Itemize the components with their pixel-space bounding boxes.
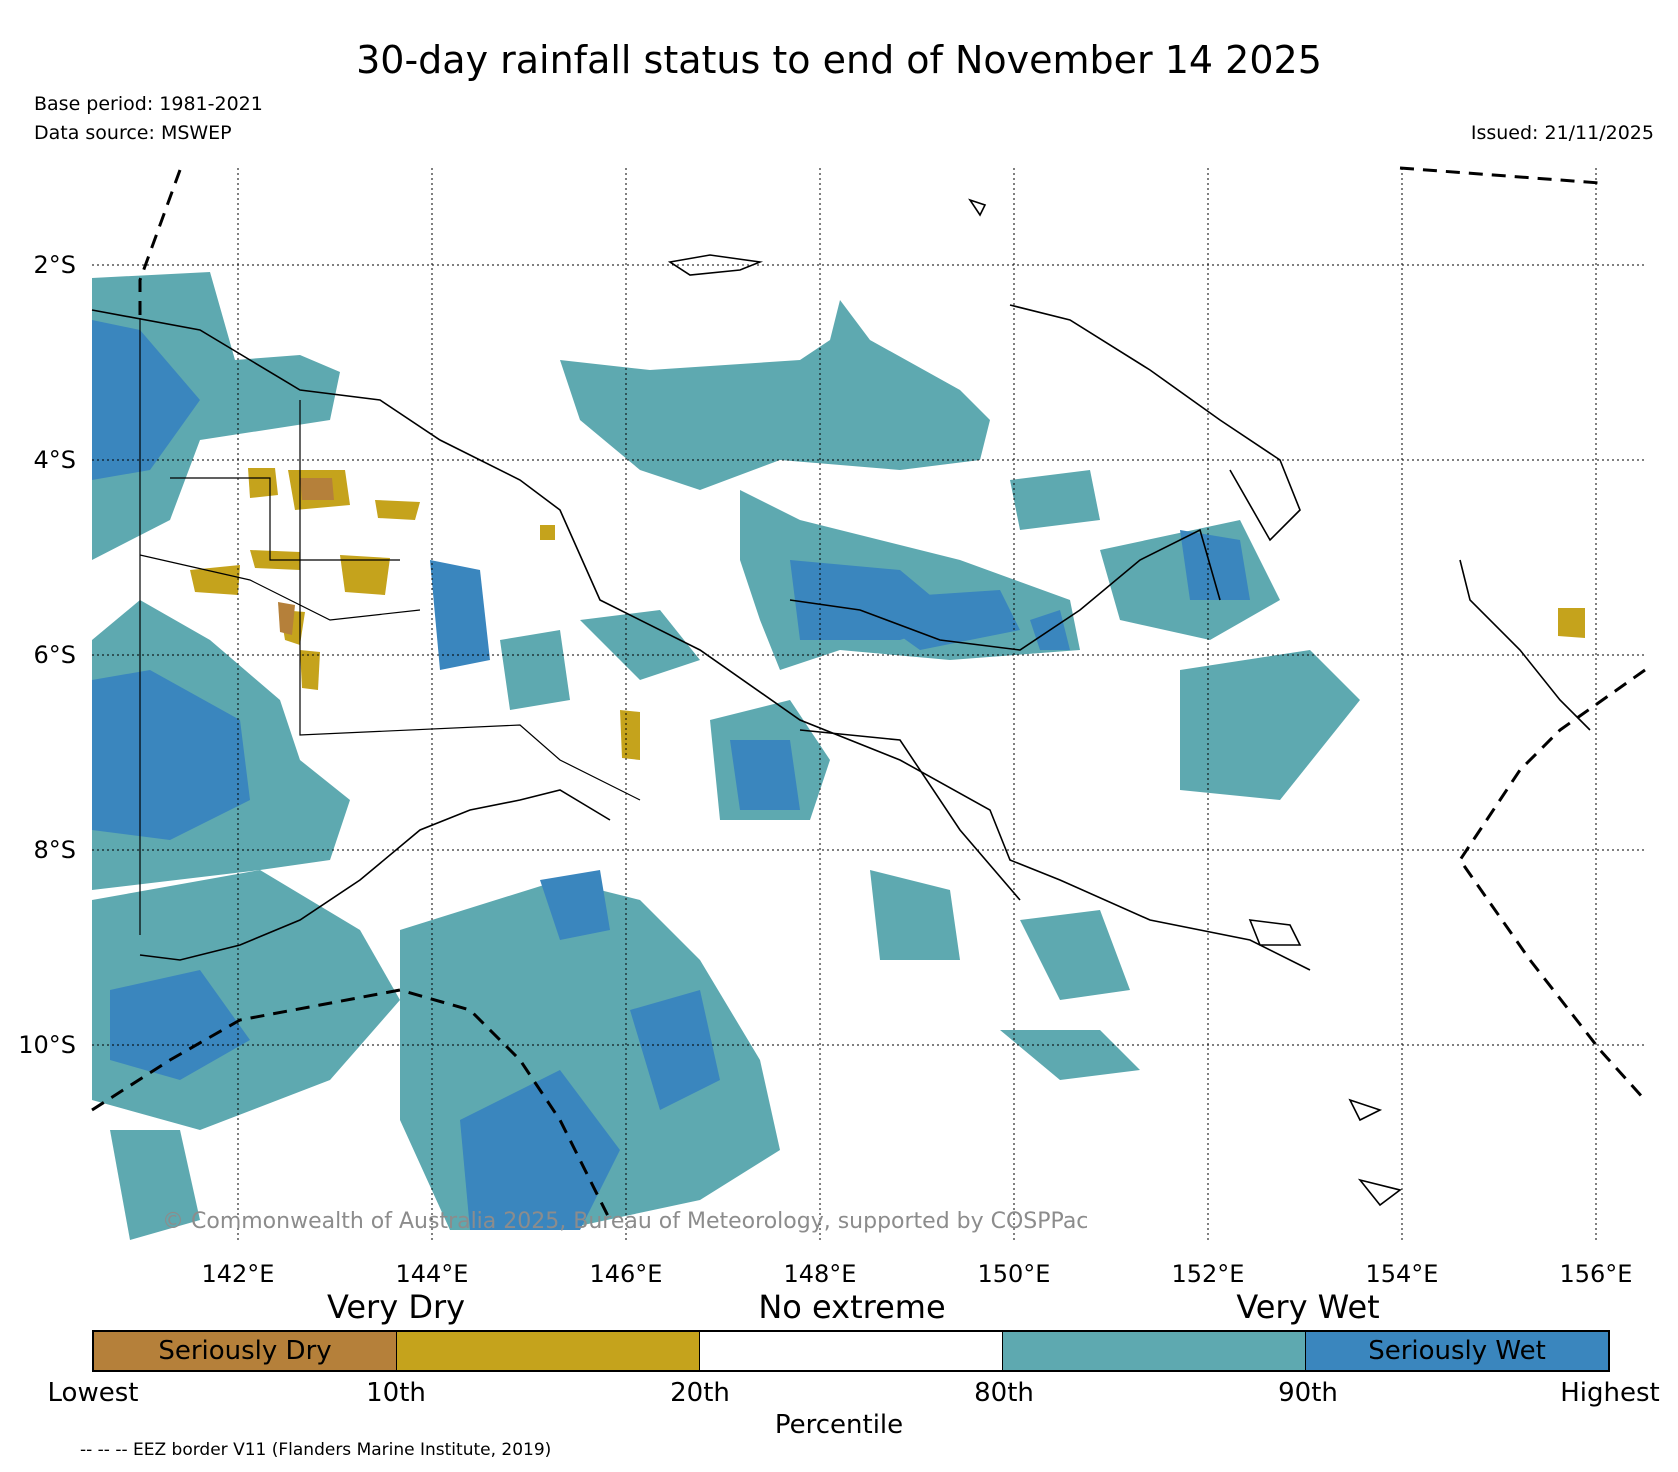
- colorbar-segment-seriously-dry: Seriously Dry: [94, 1332, 397, 1370]
- copyright-watermark: © Commonwealth of Australia 2025, Bureau…: [162, 1209, 1088, 1234]
- colorbar-tick-label: Highest: [1560, 1378, 1660, 1408]
- lon-tick-label: 148°E: [784, 1260, 857, 1288]
- legend-heading-no-extreme: No extreme: [758, 1288, 946, 1326]
- lat-labels: 2°S 4°S 6°S 8°S 10°S: [18, 251, 76, 1059]
- legend-heading-very-wet: Very Wet: [1236, 1288, 1380, 1326]
- lon-tick-label: 154°E: [1366, 1260, 1439, 1288]
- borders: [139, 318, 641, 935]
- lat-tick-label: 10°S: [18, 1031, 76, 1059]
- lon-tick-label: 152°E: [1172, 1260, 1245, 1288]
- colorbar-segment-dry: [397, 1332, 700, 1370]
- rainfall-map: 2°S 4°S 6°S 8°S 10°S 142°E 144°E 146°E 1…: [18, 166, 1647, 1288]
- map-area: [91, 166, 1647, 1243]
- colorbar-tick-label: 20th: [670, 1378, 730, 1408]
- gridlines: [92, 168, 1645, 1243]
- eez-border: [91, 166, 1647, 1221]
- issued-date-text: Issued: 21/11/2025: [1470, 122, 1654, 144]
- lon-tick-label: 150°E: [978, 1260, 1051, 1288]
- colorbar-axis-label: Percentile: [774, 1410, 904, 1440]
- colorbar-tick-label: 10th: [366, 1378, 426, 1408]
- seriously-wet-patches: [92, 320, 1250, 1230]
- colorbar-segment-wet: [1003, 1332, 1306, 1370]
- colorbar-tick-label: 80th: [974, 1378, 1034, 1408]
- data-source-text: Data source: MSWEP: [34, 122, 232, 144]
- lon-tick-label: 144°E: [396, 1260, 469, 1288]
- page-title: 30-day rainfall status to end of Novembe…: [356, 38, 1322, 82]
- lat-tick-label: 6°S: [33, 641, 76, 669]
- lat-tick-label: 2°S: [33, 251, 76, 279]
- lon-tick-label: 142°E: [202, 1260, 275, 1288]
- lat-tick-label: 8°S: [33, 836, 76, 864]
- percentile-colorbar: Seriously Dry Seriously Wet: [92, 1330, 1610, 1372]
- eez-border-note: -- -- -- EEZ border V11 (Flanders Marine…: [80, 1440, 552, 1460]
- colorbar-segment-seriously-wet: Seriously Wet: [1306, 1332, 1608, 1370]
- colorbar-tick-label: Lowest: [47, 1378, 139, 1408]
- coastlines: [91, 198, 1591, 1207]
- seriously-dry-patches: [278, 478, 334, 635]
- colorbar-tick-label: 90th: [1278, 1378, 1338, 1408]
- lon-tick-label: 146°E: [590, 1260, 663, 1288]
- lon-tick-label: 156°E: [1560, 1260, 1633, 1288]
- lon-labels: 142°E 144°E 146°E 148°E 150°E 152°E 154°…: [202, 1260, 1633, 1288]
- legend-heading-very-dry: Very Dry: [326, 1288, 466, 1326]
- wet-patches: [92, 272, 1360, 1240]
- lat-tick-label: 4°S: [33, 446, 76, 474]
- base-period-text: Base period: 1981-2021: [34, 93, 263, 115]
- colorbar-segment-no-extreme: [700, 1332, 1003, 1370]
